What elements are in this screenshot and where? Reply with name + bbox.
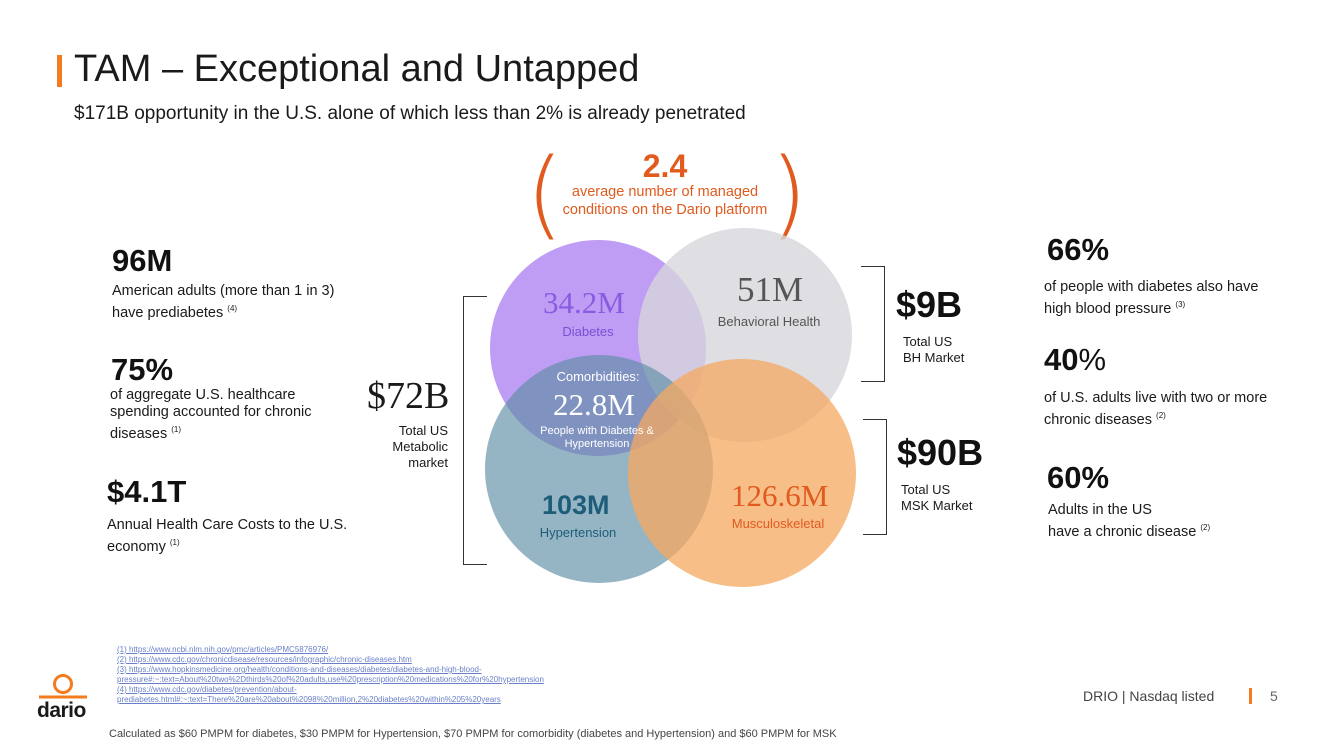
callout-paren-left: (: [526, 138, 564, 250]
stat-prediabetes-desc: American adults (more than 1 in 3) have …: [112, 283, 335, 321]
stat-bp-desc: of people with diabetes also have high b…: [1044, 279, 1259, 317]
page-title: TAM – Exceptional and Untapped: [74, 48, 640, 90]
venn-comorbid-label: People with Diabetes & Hypertension: [540, 425, 654, 450]
venn-diagram: [485, 228, 856, 587]
calculation-note: Calculated as $60 PMPM for diabetes, $30…: [109, 728, 837, 740]
msk-market-label: Total US MSK Market: [901, 482, 973, 513]
venn-comorbid-value: 22.8M: [553, 387, 635, 422]
stat-chronic2-desc: of U.S. adults live with two or more chr…: [1044, 390, 1268, 428]
footnote-link[interactable]: (3) https://www.hopkinsmedicine.org/heal…: [117, 665, 482, 674]
stat-spending-value: 75%: [111, 352, 174, 387]
venn-msk-circle: [628, 359, 856, 587]
venn-diabetes-value: 34.2M: [543, 285, 625, 320]
footnote-link[interactable]: (4) https://www.cdc.gov/diabetes/prevent…: [117, 685, 297, 694]
stat-costs-value: $4.1T: [107, 474, 187, 509]
venn-comorbid-title: Comorbidities:: [556, 369, 640, 384]
venn-msk-label: Musculoskeletal: [731, 516, 825, 531]
stat-chronic1-desc: Adults in the US have a chronic disease (…: [1048, 502, 1211, 540]
msk-bracket: [863, 419, 887, 535]
callout-paren-right: ): [770, 138, 808, 250]
page-subtitle: $171B opportunity in the U.S. alone of w…: [74, 103, 746, 124]
dario-logo-icon: [39, 674, 87, 699]
footer-accent-bar: [1249, 688, 1252, 704]
venn-behavioral-value: 51M: [737, 270, 804, 309]
msk-market-value: $90B: [897, 432, 984, 473]
bh-bracket: [861, 266, 885, 382]
stat-spending-desc: of aggregate U.S. healthcare spending ac…: [110, 387, 312, 442]
venn-msk-value: 126.6M: [731, 478, 829, 513]
stat-costs-desc: Annual Health Care Costs to the U.S. eco…: [107, 517, 348, 555]
stat-bp-value: 66%: [1047, 232, 1110, 267]
stat-prediabetes-value: 96M: [112, 243, 173, 278]
stat-chronic1-value: 60%: [1047, 460, 1110, 495]
bh-market-label: Total US BH Market: [903, 334, 965, 365]
metabolic-market-label: Total US Metabolic market: [392, 423, 448, 470]
venn-hypertension-value: 103M: [542, 490, 610, 520]
footnote-link[interactable]: pressure#:~:text=About%20two%2Dthirds%20…: [117, 675, 544, 684]
title-accent-bar: [57, 55, 62, 87]
callout-value: 2.4: [642, 148, 688, 184]
callout-text: average number of managed conditions on …: [562, 184, 768, 218]
listing-label: DRIO | Nasdaq listed: [1083, 688, 1215, 704]
metabolic-bracket: [463, 296, 487, 565]
footnote-link[interactable]: (1) https://www.ncbi.nlm.nih.gov/pmc/art…: [117, 645, 329, 654]
venn-diabetes-label: Diabetes: [562, 324, 614, 339]
bh-market-value: $9B: [896, 284, 963, 325]
footnotes: (1) https://www.ncbi.nlm.nih.gov/pmc/art…: [117, 645, 617, 705]
page-number: 5: [1270, 688, 1278, 704]
footnote-link[interactable]: prediabetes.html#:~:text=There%20are%20a…: [117, 695, 501, 704]
dario-logo-text: dario: [37, 699, 86, 722]
venn-behavioral-label: Behavioral Health: [717, 314, 821, 329]
metabolic-market-value: $72B: [367, 375, 450, 417]
stat-chronic2-value: 40%: [1044, 342, 1107, 377]
footnote-link[interactable]: (2) https://www.cdc.gov/chronicdisease/r…: [117, 655, 412, 664]
venn-hypertension-label: Hypertension: [539, 525, 617, 540]
